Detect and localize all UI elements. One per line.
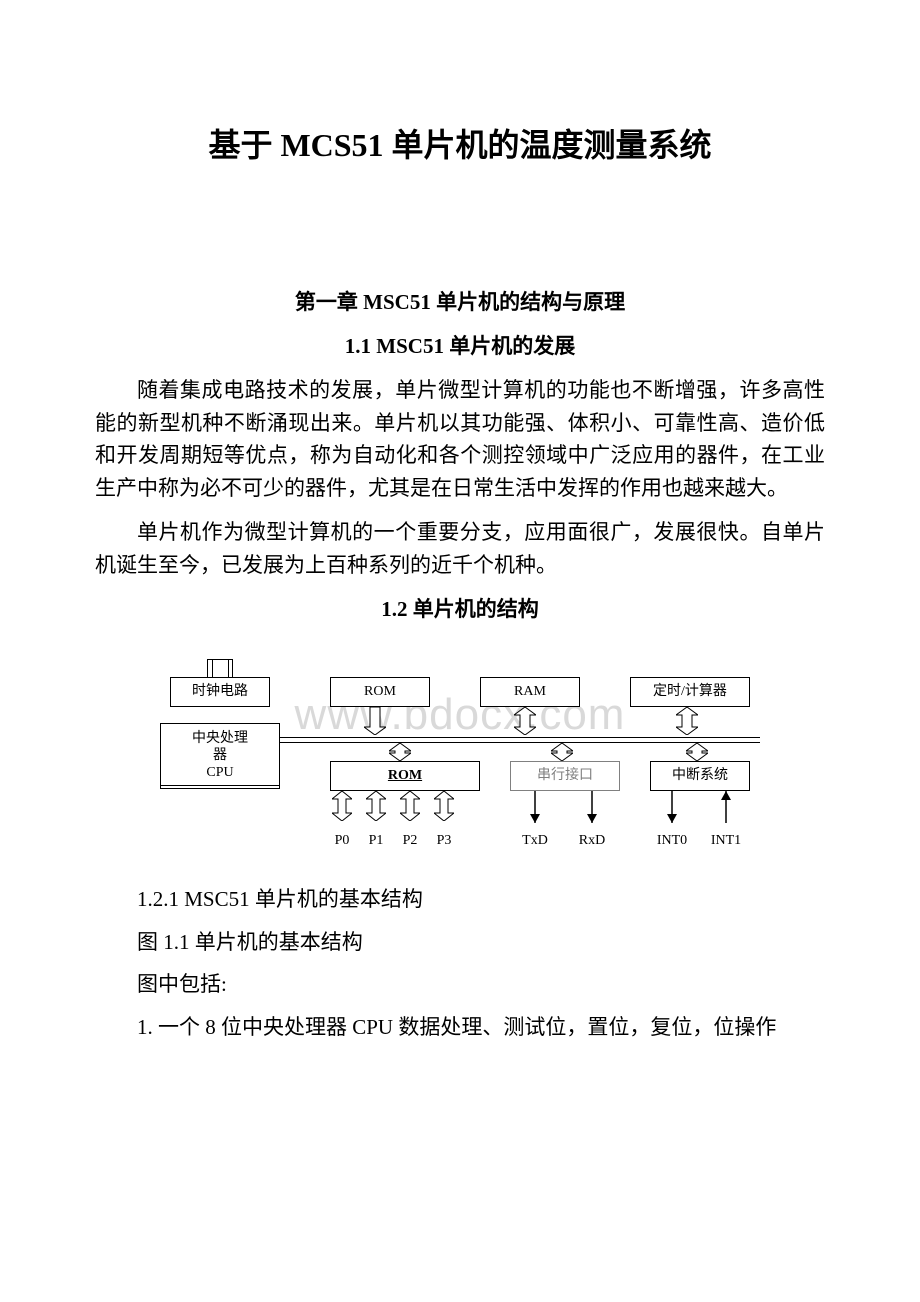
diagram-box-rom2: ROM	[330, 761, 480, 791]
diagram-box-rom: ROM	[330, 677, 430, 707]
paragraph: 图中包括:	[95, 968, 825, 1001]
block-diagram: 时钟电路ROMRAM定时/计算器中央处理器CPUROM串行接口中断系统P0P1P…	[150, 637, 770, 867]
diagram-box-timer: 定时/计算器	[630, 677, 750, 707]
diagram-box-clock: 时钟电路	[170, 677, 270, 707]
diagram-box-serial: 串行接口	[510, 761, 620, 791]
paragraph: 单片机作为微型计算机的一个重要分支，应用面很广，发展很快。自单片机诞生至今，已发…	[95, 516, 825, 581]
subsection-1-2-1: 1.2.1 MSC51 单片机的基本结构	[95, 883, 825, 916]
list-item: 1. 一个 8 位中央处理器 CPU 数据处理、测试位，置位，复位，位操作	[95, 1011, 825, 1044]
paragraph: 随着集成电路技术的发展，单片微型计算机的功能也不断增强，许多高性能的新型机种不断…	[95, 374, 825, 504]
chapter-heading: 第一章 MSC51 单片机的结构与原理	[95, 286, 825, 316]
diagram-box-ram: RAM	[480, 677, 580, 707]
page-title: 基于 MCS51 单片机的温度测量系统	[95, 120, 825, 166]
diagram-box-cpu: 中央处理器CPU	[160, 723, 280, 789]
figure-caption: 图 1.1 单片机的基本结构	[95, 926, 825, 959]
diagram-box-intr: 中断系统	[650, 761, 750, 791]
section-1-2-heading: 1.2 单片机的结构	[95, 593, 825, 623]
section-1-1-heading: 1.1 MSC51 单片机的发展	[95, 330, 825, 360]
